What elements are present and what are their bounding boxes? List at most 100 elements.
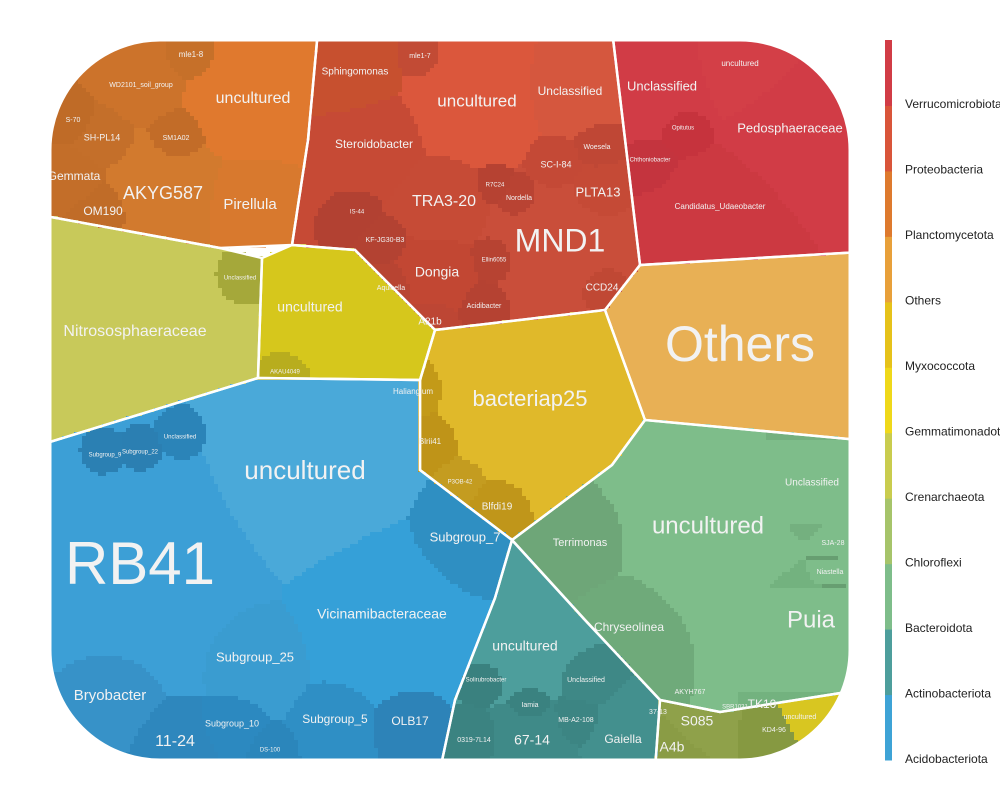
voronoi-cell	[806, 556, 846, 588]
cell-label: RB41	[65, 530, 215, 597]
voronoi-cell	[470, 236, 510, 284]
cell-label: Puia	[787, 606, 836, 633]
cell-label: AKAU4049	[270, 370, 300, 376]
voronoi-cell	[282, 680, 378, 760]
legend-label: Others	[905, 294, 941, 308]
voronoi-cell	[70, 100, 134, 168]
cell-label: Unclassified	[627, 78, 697, 93]
cell-label: Steroidobacter	[335, 137, 413, 151]
voronoi-cell	[62, 180, 126, 228]
cell-label: OLB17	[391, 714, 429, 728]
legend-swatch	[885, 432, 892, 499]
cell-label: S085	[681, 713, 714, 729]
cell-label: 11-24	[155, 733, 195, 750]
voronoi-cell	[418, 412, 458, 476]
cell-label: Woesela	[583, 144, 610, 151]
voronoi-cell	[202, 600, 310, 720]
cell-label: bacteriap25	[473, 386, 588, 411]
legend-swatch	[885, 498, 892, 565]
legend-swatch	[885, 629, 892, 696]
cell-label: Subgroup_10	[205, 718, 259, 728]
legend-swatch	[885, 301, 892, 368]
cell-label: uncultured	[721, 59, 758, 68]
voronoi-cell	[442, 704, 494, 760]
voronoi-cell	[370, 260, 410, 304]
cell-label: Subgroup_9	[89, 453, 122, 459]
cell-label: R7C24	[486, 183, 505, 189]
legend-swatch	[885, 694, 892, 761]
cell-label: MB-A2-108	[558, 717, 594, 724]
legend-swatch	[885, 105, 892, 172]
treemap-area: RB41 uncultured Vicinamibacteraceae Subgrou…	[50, 40, 850, 760]
voronoi-cell	[466, 480, 534, 540]
voronoi-cell	[258, 244, 434, 380]
cell-label: Sphingomonas	[322, 67, 389, 78]
cell-label: WD2101_soil_group	[109, 82, 173, 89]
voronoi-cell	[50, 400, 282, 696]
voronoi-cell	[314, 192, 382, 248]
voronoi-cell	[738, 704, 806, 760]
cell-label: 0319-7L14	[457, 737, 491, 744]
cell-label: Terrimonas	[553, 537, 608, 549]
cell-label: KD4-96	[762, 727, 786, 734]
cell-label: uncultured	[277, 299, 342, 315]
voronoi-cell	[766, 432, 838, 540]
cell-label: Acidibacter	[467, 303, 502, 310]
cell-label: CCD24	[586, 283, 619, 294]
voronoi-cell	[662, 112, 714, 160]
voronoi-cell	[594, 420, 806, 712]
voronoi-cell	[50, 216, 262, 440]
cell-label: AKYG587	[123, 183, 203, 203]
cell-label: Vicinamibacteraceae	[317, 606, 447, 622]
voronoi-cell	[658, 700, 742, 760]
legend-swatch	[885, 367, 892, 434]
voronoi-cell	[50, 144, 106, 220]
cell-label: TRA3-20	[412, 193, 476, 210]
voronoi-cell	[394, 236, 478, 312]
voronoi-cell	[570, 576, 694, 704]
voronoi-cell	[614, 40, 722, 144]
cell-label: SBR1031	[722, 705, 748, 711]
voronoi-cell	[406, 480, 510, 600]
cell-label: Unclassified	[164, 435, 196, 441]
legend-label: Planctomycetota	[905, 228, 994, 242]
voronoi-cell	[154, 404, 206, 460]
voronoi-cell	[654, 712, 710, 760]
legend-label: Acidobacteriota	[905, 752, 988, 766]
voronoi-cell	[738, 560, 834, 708]
voronoi-cell	[458, 664, 502, 708]
legend-swatch	[885, 170, 892, 237]
voronoi-cell	[554, 696, 598, 748]
cell-label: Solirubrobacter	[466, 678, 507, 684]
voronoi-cell	[626, 140, 678, 196]
cell-label: Chthoniobacter	[630, 158, 671, 164]
cell-label: MND1	[515, 222, 606, 258]
legend-swatch	[885, 236, 892, 303]
cell-label: uncultured	[244, 455, 365, 485]
voronoi-cell	[478, 164, 514, 204]
cell-label: SH-PL14	[84, 132, 121, 142]
voronoi-cell	[294, 96, 426, 248]
cell-label: PLTA13	[575, 184, 620, 199]
cell-label: 67-14	[514, 732, 550, 748]
cell-label: mle1-7	[409, 53, 431, 60]
cell-label: Subgroup_25	[216, 649, 294, 664]
cell-label: AKYH767	[675, 689, 706, 696]
legend-label: Crenarchaeota	[905, 490, 985, 504]
voronoi-cell	[530, 40, 622, 140]
cell-label: Nitrososphaeraceae	[63, 323, 206, 340]
voronoi-cell	[146, 108, 206, 156]
voronoi-cell	[210, 160, 302, 248]
voronoi-cell	[410, 304, 462, 328]
legend-label: Verrucomicrobiota	[905, 97, 1000, 111]
voronoi-cell	[498, 172, 534, 216]
voronoi-cell	[430, 456, 486, 504]
cell-label: TK10	[748, 697, 777, 711]
voronoi-cell	[522, 136, 582, 188]
cell-label: Gaiella	[604, 732, 642, 746]
cell-label: A21b	[418, 317, 442, 328]
voronoi-cell	[166, 40, 214, 80]
legend-label: Bacteroidota	[905, 621, 973, 635]
cell-label: Subgroup_22	[122, 450, 159, 456]
